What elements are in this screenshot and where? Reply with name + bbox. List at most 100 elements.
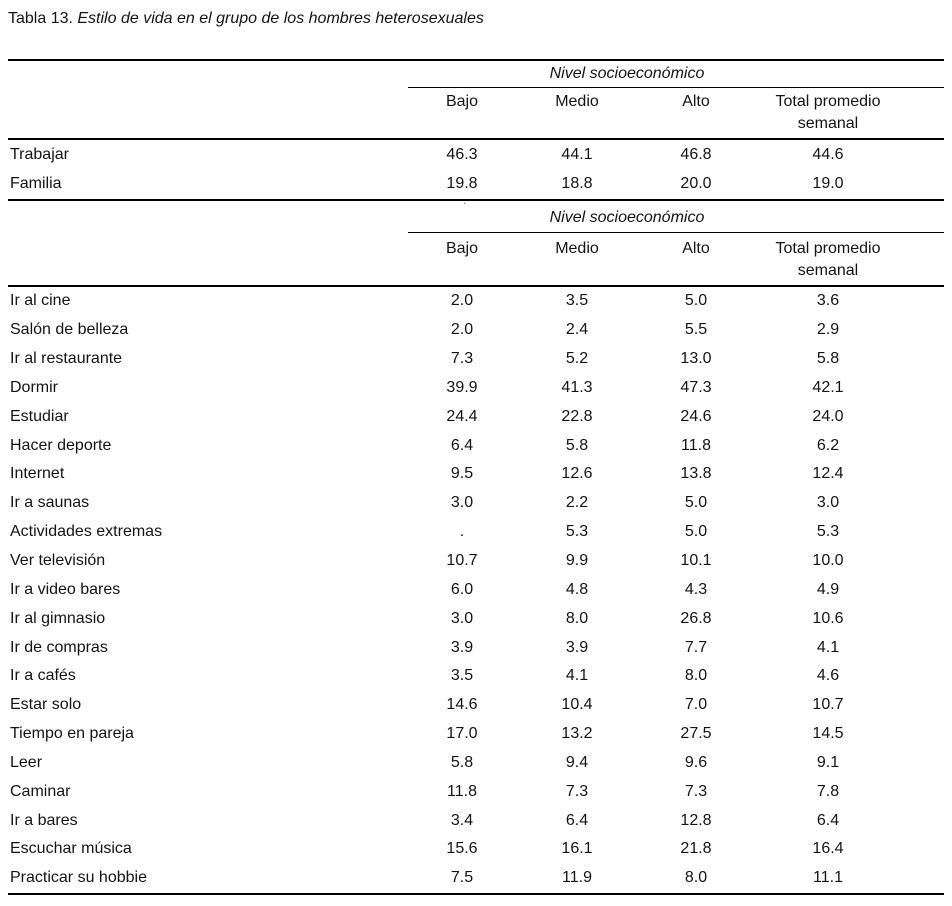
value-cell-medio: 12.6	[561, 465, 593, 483]
value-cell-medio: 13.2	[561, 725, 593, 743]
table-row: Ir de compras 3.9 3.9 7.7 4.1	[8, 633, 944, 662]
header-bottom-rule	[8, 138, 944, 140]
value-cell-medio: 8.0	[565, 609, 589, 627]
row-label: Ir al cine	[10, 292, 71, 310]
value-cell-alto: 11.8	[681, 436, 711, 454]
value-cell-alto: 10.1	[680, 552, 712, 570]
value-cell-alto: 4.3	[684, 580, 708, 598]
value-cell-total: 19.0	[812, 175, 844, 193]
table-row: Estar solo 14.6 10.4 7.0 10.7	[8, 691, 944, 720]
value-cell-total: 42.1	[812, 378, 844, 396]
value-cell-alto: 27.5	[680, 725, 712, 743]
value-cell-bajo: 17.0	[446, 725, 478, 743]
column-header-bajo: Bajo	[445, 93, 479, 110]
table-caption-title: Estilo de vida en el grupo de los hombre…	[72, 10, 484, 27]
value-cell-alto: 7.7	[684, 638, 708, 656]
value-cell-medio: 44.1	[561, 145, 593, 163]
value-cell-alto: 5.5	[684, 321, 708, 339]
column-header-total-line2: semanal	[797, 262, 859, 279]
value-cell-bajo: 11.8	[447, 782, 477, 800]
value-cell-bajo: 19.8	[446, 175, 478, 193]
value-cell-medio: 16.1	[561, 840, 593, 858]
table-section-2: Nivel socioeconómico Bajo Medio Alto Tot…	[8, 204, 944, 895]
value-cell-total: 10.6	[812, 609, 844, 627]
table-top-rule	[8, 59, 944, 61]
column-header-total-promedio: Total promedio semanal	[754, 238, 944, 282]
group-header-row: Nivel socioeconómico	[8, 204, 944, 233]
value-cell-total: 12.4	[812, 465, 844, 483]
value-cell-alto: 5.0	[684, 494, 708, 512]
column-header-medio: Medio	[555, 93, 599, 110]
row-label: Internet	[10, 465, 65, 483]
table-row: Ir al gimnasio 3.0 8.0 26.8 10.6	[8, 604, 944, 633]
value-cell-bajo: 24.4	[446, 407, 478, 425]
table-row: Escuchar música 15.6 16.1 21.8 16.4	[8, 835, 944, 864]
table-row: Ir a cafés 3.5 4.1 8.0 4.6	[8, 662, 944, 691]
column-header-medio: Medio	[555, 240, 599, 257]
value-cell-bajo: 15.6	[446, 840, 478, 858]
row-label: Estudiar	[10, 407, 69, 425]
value-cell-alto: 8.0	[684, 667, 708, 685]
table-row: Tiempo en pareja 17.0 13.2 27.5 14.5	[8, 720, 944, 749]
group-header-nivel-socioeconomico: Nivel socioeconómico	[408, 204, 944, 233]
value-cell-alto: 26.8	[680, 609, 712, 627]
section-divider-rule	[8, 199, 944, 201]
value-cell-total: 9.1	[816, 753, 840, 771]
value-cell-total: 2.9	[816, 321, 840, 339]
value-cell-alto: 5.0	[684, 292, 708, 310]
group-header-spacer	[8, 204, 408, 233]
table-row: Trabajar 46.3 44.1 46.8 44.6	[8, 140, 944, 170]
value-cell-alto: 9.6	[684, 753, 708, 771]
value-cell-total: 4.9	[816, 580, 840, 598]
value-cell-total: 44.6	[812, 145, 844, 163]
column-header-total-promedio: Total promedio semanal	[754, 91, 944, 135]
value-cell-total: 3.6	[816, 292, 840, 310]
value-cell-total: 24.0	[812, 407, 844, 425]
value-cell-total: 5.3	[816, 523, 840, 541]
value-cell-medio: 3.5	[565, 292, 589, 310]
value-cell-bajo: 7.5	[450, 869, 474, 887]
value-cell-bajo: 6.4	[450, 436, 474, 454]
row-label: Ir a video bares	[10, 580, 121, 598]
value-cell-alto: 8.0	[684, 869, 708, 887]
table-row: Familia 19.8 18.8 20.0 19.0	[8, 170, 944, 200]
header-bottom-rule	[8, 285, 944, 287]
table-bottom-rule	[8, 892, 944, 895]
table-section-1: Nivel socioeconómico Bajo Medio Alto Tot…	[8, 59, 944, 201]
value-cell-alto: 46.8	[680, 145, 712, 163]
table-caption-number: Tabla 13.	[8, 10, 73, 27]
value-cell-alto: 7.0	[684, 696, 708, 714]
row-label: Ir al restaurante	[10, 350, 123, 368]
column-header-bajo: Bajo	[445, 240, 479, 257]
group-header-nivel-socioeconomico: Nivel socioeconómico	[408, 61, 944, 88]
row-label: Tiempo en pareja	[10, 725, 134, 743]
column-header-total-line2: semanal	[797, 115, 859, 132]
stray-period-mark: .	[463, 193, 467, 207]
value-cell-alto: 5.0	[684, 523, 708, 541]
value-cell-alto: 13.8	[680, 465, 712, 483]
row-label: Salón de belleza	[10, 321, 129, 339]
value-cell-medio: 10.4	[561, 696, 593, 714]
group-header-row: Nivel socioeconómico	[8, 61, 944, 88]
value-cell-medio: 6.4	[565, 811, 589, 829]
value-cell-bajo: 3.5	[450, 667, 474, 685]
row-label: Actividades extremas	[10, 523, 163, 541]
row-label: Leer	[10, 753, 43, 771]
value-cell-alto: 24.6	[680, 407, 712, 425]
value-cell-medio: 2.2	[565, 494, 589, 512]
value-cell-medio: 3.9	[565, 638, 589, 656]
row-label: Trabajar	[10, 145, 69, 163]
group-header-spacer	[8, 61, 408, 88]
row-label: Ir de compras	[10, 638, 108, 656]
value-cell-bajo: 2.0	[450, 321, 474, 339]
value-cell-total: 16.4	[812, 840, 844, 858]
table-row: Ir a bares 3.4 6.4 12.8 6.4	[8, 806, 944, 835]
value-cell-medio: 11.9	[562, 869, 592, 887]
table-row: Ir al restaurante 7.3 5.2 13.0 5.8	[8, 345, 944, 374]
value-cell-bajo: 39.9	[446, 378, 478, 396]
value-cell-total: 14.5	[812, 725, 844, 743]
row-label: Ir a bares	[10, 811, 78, 829]
value-cell-alto: 13.0	[680, 350, 712, 368]
row-label: Ir a cafés	[10, 667, 76, 685]
